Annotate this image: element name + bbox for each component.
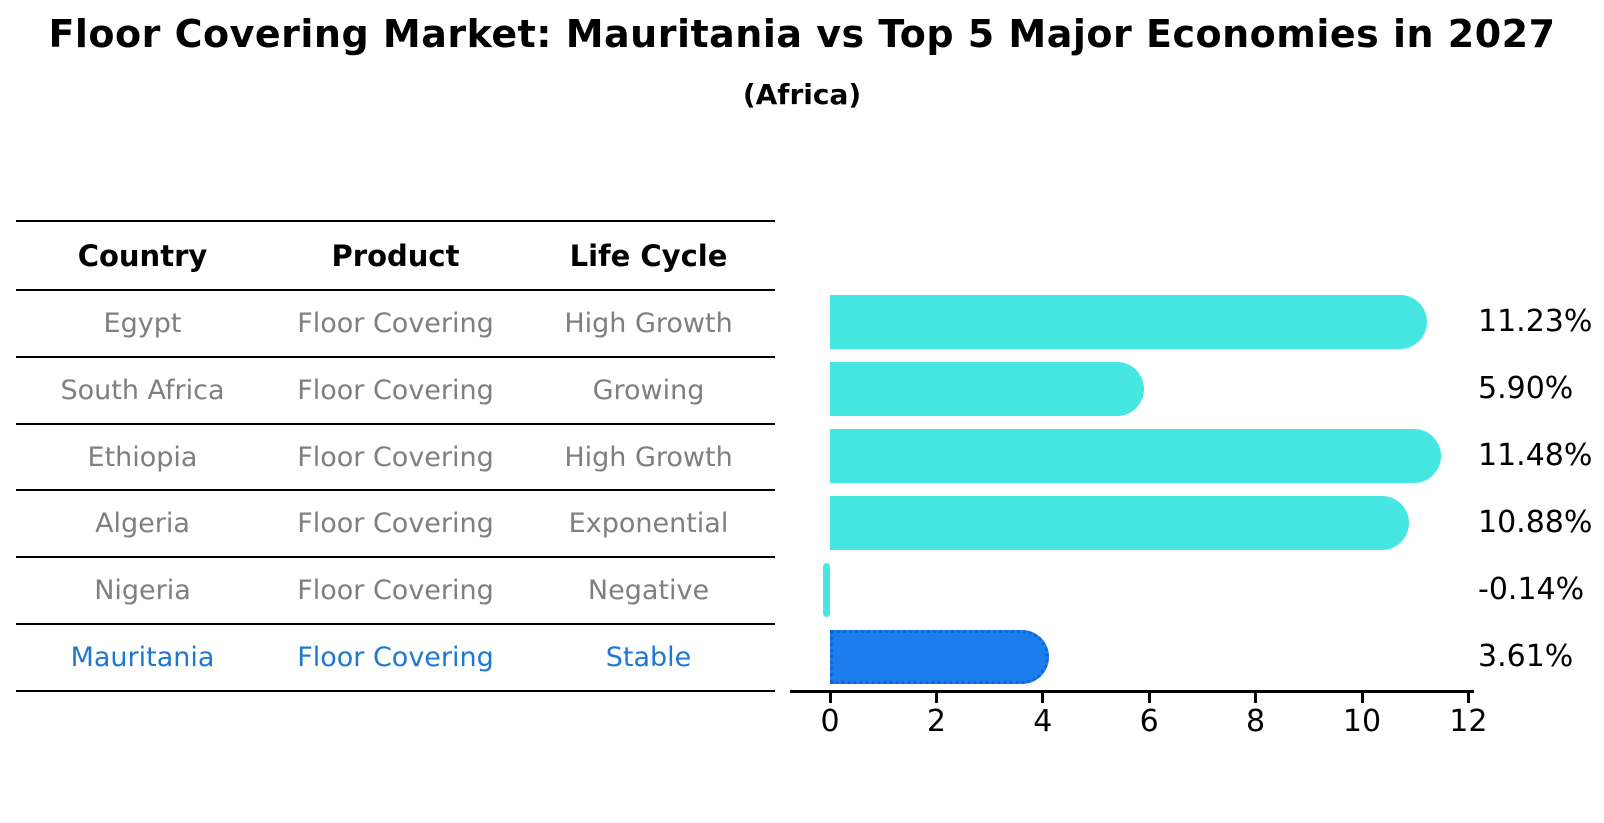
table-cell-product: Floor Covering bbox=[297, 307, 494, 339]
x-tick-label-12: 12 bbox=[1449, 704, 1488, 739]
bar-algeria bbox=[830, 495, 1409, 550]
value-label-south-africa: 5.90% bbox=[1478, 371, 1574, 407]
value-label-egypt: 11.23% bbox=[1478, 304, 1593, 340]
table-header-life-cycle: Life Cycle bbox=[569, 238, 728, 273]
table-cell-country: Nigeria bbox=[94, 575, 191, 607]
chart-subtitle: (Africa) bbox=[742, 78, 862, 111]
bar-nigeria bbox=[822, 562, 830, 617]
table-cell-country: Mauritania bbox=[70, 642, 215, 674]
x-tick-label-8: 8 bbox=[1246, 704, 1266, 739]
chart-title: Floor Covering Market: Mauritania vs Top… bbox=[48, 12, 1556, 56]
x-tick-4 bbox=[1041, 693, 1045, 703]
table-cell-country: Egypt bbox=[103, 307, 182, 339]
table-cell-life-cycle: Growing bbox=[592, 374, 705, 406]
value-label-ethiopia: 11.48% bbox=[1478, 438, 1593, 474]
table-header-row: Country Product Life Cycle bbox=[16, 222, 775, 291]
value-label-nigeria: -0.14% bbox=[1478, 571, 1585, 607]
table-row-mauritania: Mauritania Floor Covering Stable bbox=[16, 625, 775, 692]
table-row-algeria: Algeria Floor Covering Exponential bbox=[16, 491, 775, 559]
x-tick-12 bbox=[1466, 693, 1470, 703]
value-label-algeria: 10.88% bbox=[1478, 504, 1593, 540]
table-cell-product: Floor Covering bbox=[297, 575, 494, 607]
table-header-product: Product bbox=[331, 238, 460, 273]
x-tick-0 bbox=[828, 693, 832, 703]
value-label-mauritania: 3.61% bbox=[1478, 638, 1574, 674]
country-table: Country Product Life Cycle Egypt Floor Cover… bbox=[16, 220, 775, 692]
table-cell-life-cycle: Exponential bbox=[568, 508, 729, 540]
x-tick-label-0: 0 bbox=[820, 704, 840, 739]
table-cell-life-cycle: Stable bbox=[605, 642, 692, 674]
table-cell-product: Floor Covering bbox=[297, 441, 494, 473]
table-cell-product: Floor Covering bbox=[297, 374, 494, 406]
x-tick-6 bbox=[1147, 693, 1151, 703]
table-cell-product: Floor Covering bbox=[297, 508, 494, 540]
x-tick-label-2: 2 bbox=[926, 704, 946, 739]
x-tick-2 bbox=[934, 693, 938, 703]
table-cell-life-cycle: Negative bbox=[587, 575, 710, 607]
table-header-country: Country bbox=[77, 238, 208, 273]
table-row-ethiopia: Ethiopia Floor Covering High Growth bbox=[16, 425, 775, 492]
bar-ethiopia bbox=[830, 429, 1441, 484]
table-cell-product: Floor Covering bbox=[297, 642, 494, 674]
x-tick-10 bbox=[1360, 693, 1364, 703]
table-cell-country: South Africa bbox=[60, 374, 225, 406]
x-tick-label-6: 6 bbox=[1139, 704, 1159, 739]
bar-mauritania bbox=[830, 629, 1050, 684]
table-cell-country: Algeria bbox=[95, 508, 190, 540]
x-axis-line bbox=[790, 690, 1474, 693]
table-cell-country: Ethiopia bbox=[87, 441, 198, 473]
table-row-nigeria: Nigeria Floor Covering Negative bbox=[16, 558, 775, 626]
table-row-south-africa: South Africa Floor Covering Growing bbox=[16, 358, 775, 425]
table-cell-life-cycle: High Growth bbox=[564, 307, 733, 339]
x-tick-8 bbox=[1254, 693, 1258, 703]
bar-south-africa bbox=[830, 362, 1144, 417]
table-row-egypt: Egypt Floor Covering High Growth bbox=[16, 291, 775, 358]
x-tick-label-4: 4 bbox=[1033, 704, 1053, 739]
x-tick-label-10: 10 bbox=[1342, 704, 1382, 739]
bar-egypt bbox=[830, 295, 1428, 350]
table-cell-life-cycle: High Growth bbox=[564, 441, 733, 473]
